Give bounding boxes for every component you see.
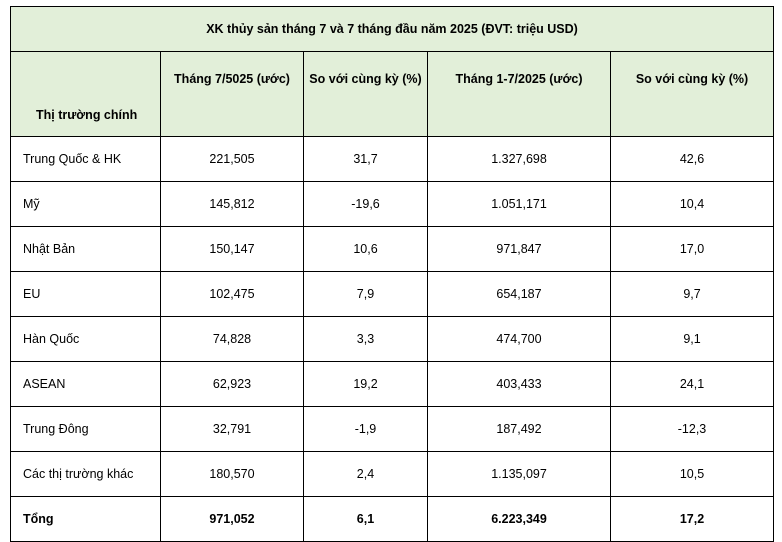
cell-ytd-yoy: 9,7 [609, 271, 775, 317]
cell-ytd: 403,433 [427, 361, 611, 407]
table-row: Trung Quốc & HK 221,505 31,7 1.327,698 42,6 [10, 136, 775, 182]
cell-july-yoy: 7,9 [303, 271, 428, 317]
cell-july: 145,812 [160, 181, 304, 227]
title-row: XK thủy sản tháng 7 và 7 tháng đầu năm 2… [9, 6, 775, 52]
table-row: ASEAN 62,923 19,2 403,433 24,1 [10, 361, 775, 407]
cell-july-yoy: 31,7 [303, 136, 428, 182]
header-ytd: Tháng 1-7/2025 (ước) [427, 51, 611, 137]
cell-market: Trung Đông [10, 406, 161, 452]
cell-market: Các thị trường khác [10, 451, 161, 497]
cell-ytd: 1.327,698 [427, 136, 611, 182]
cell-market: EU [10, 271, 161, 317]
table-body: XK thủy sản tháng 7 và 7 tháng đầu năm 2… [9, 6, 775, 542]
cell-market: Nhật Bản [10, 226, 161, 272]
cell-july: 180,570 [160, 451, 304, 497]
cell-july: 150,147 [160, 226, 304, 272]
cell-ytd-yoy: 24,1 [609, 361, 775, 407]
cell-ytd: 6.223,349 [427, 496, 611, 542]
cell-market: Mỹ [10, 181, 161, 227]
cell-ytd: 1.051,171 [427, 181, 611, 227]
table-row: Các thị trường khác 180,570 2,4 1.135,097 10… [10, 451, 775, 497]
cell-ytd: 187,492 [427, 406, 611, 452]
cell-july-yoy: 3,3 [303, 316, 428, 362]
cell-ytd-yoy: 10,5 [609, 451, 775, 497]
seafood-export-table: XK thủy sản tháng 7 và 7 tháng đầu năm 2… [9, 6, 775, 542]
cell-ytd: 1.135,097 [427, 451, 611, 497]
cell-july-yoy: 19,2 [303, 361, 428, 407]
cell-july: 32,791 [160, 406, 304, 452]
cell-july-yoy: -1,9 [303, 406, 428, 452]
cell-ytd: 474,700 [427, 316, 611, 362]
cell-market: Hàn Quốc [10, 316, 161, 362]
cell-july: 102,475 [160, 271, 304, 317]
header-july: Tháng 7/5025 (ước) [160, 51, 304, 137]
cell-ytd-yoy: 17,0 [609, 226, 775, 272]
header-july-yoy: So với cùng kỳ (%) [303, 51, 428, 137]
cell-ytd-yoy: 10,4 [609, 181, 775, 227]
cell-ytd-yoy: 9,1 [609, 316, 775, 362]
cell-ytd: 971,847 [427, 226, 611, 272]
cell-july: 74,828 [160, 316, 304, 362]
cell-market: Tổng [10, 496, 161, 542]
header-row: Thị trường chính Tháng 7/5025 (ước) So v… [10, 51, 775, 137]
cell-july: 971,052 [160, 496, 304, 542]
cell-july-yoy: 2,4 [303, 451, 428, 497]
header-ytd-yoy: So với cùng kỳ (%) [609, 51, 775, 137]
cell-july: 221,505 [160, 136, 304, 182]
table-row: Mỹ 145,812 -19,6 1.051,171 10,4 [10, 181, 775, 227]
table-row: Trung Đông 32,791 -1,9 187,492 -12,3 [10, 406, 775, 452]
cell-ytd-yoy: 42,6 [609, 136, 775, 182]
header-market: Thị trường chính [10, 51, 161, 137]
cell-july-yoy: 6,1 [303, 496, 428, 542]
cell-market: ASEAN [10, 361, 161, 407]
table-row: Hàn Quốc 74,828 3,3 474,700 9,1 [10, 316, 775, 362]
cell-july-yoy: 10,6 [303, 226, 428, 272]
cell-ytd: 654,187 [427, 271, 611, 317]
table-title: XK thủy sản tháng 7 và 7 tháng đầu năm 2… [9, 6, 775, 52]
cell-ytd-yoy: -12,3 [609, 406, 775, 452]
cell-market: Trung Quốc & HK [10, 136, 161, 182]
table-row: Nhật Bản 150,147 10,6 971,847 17,0 [10, 226, 775, 272]
table-row: EU 102,475 7,9 654,187 9,7 [10, 271, 775, 317]
cell-july: 62,923 [160, 361, 304, 407]
cell-ytd-yoy: 17,2 [609, 496, 775, 542]
cell-july-yoy: -19,6 [303, 181, 428, 227]
total-row: Tổng 971,052 6,1 6.223,349 17,2 [10, 496, 775, 542]
